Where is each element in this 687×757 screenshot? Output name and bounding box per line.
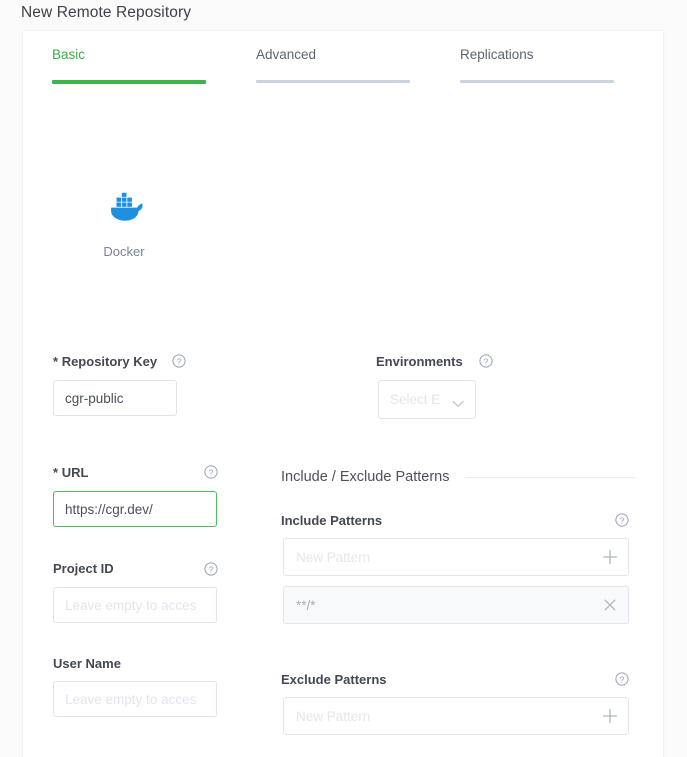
tab-replications-underline	[460, 80, 614, 83]
repository-key-label-text: Repository Key	[61, 354, 158, 369]
repository-key-input[interactable]	[53, 380, 177, 416]
required-marker: *	[53, 354, 59, 369]
tab-basic-label: Basic	[52, 47, 86, 62]
help-circle-icon[interactable]: ?	[172, 354, 186, 368]
user-name-input[interactable]	[53, 681, 217, 717]
required-marker: *	[53, 465, 59, 480]
plus-icon[interactable]	[601, 548, 619, 566]
include-patterns-label: Include Patterns	[281, 513, 383, 528]
include-pattern-new-input[interactable]	[284, 539, 584, 575]
tab-replications-label: Replications	[460, 47, 534, 62]
patterns-section-title: Include / Exclude Patterns	[281, 469, 450, 485]
exclude-pattern-new-input[interactable]	[284, 698, 584, 734]
page-title: New Remote Repository	[21, 4, 192, 21]
svg-text:?: ?	[620, 515, 625, 525]
exclude-patterns-label: Exclude Patterns	[281, 672, 387, 687]
svg-text:?: ?	[209, 564, 214, 574]
tab-advanced-underline	[256, 80, 410, 83]
svg-text:?: ?	[209, 467, 214, 477]
environments-label: Environments	[376, 354, 463, 369]
help-circle-icon[interactable]: ?	[204, 465, 218, 479]
svg-text:?: ?	[177, 356, 182, 366]
help-circle-icon[interactable]: ?	[479, 354, 493, 368]
help-circle-icon[interactable]: ?	[615, 672, 629, 686]
tab-advanced[interactable]: Advanced	[231, 47, 435, 84]
patterns-section-header: Include / Exclude Patterns	[281, 469, 635, 485]
help-circle-icon[interactable]: ?	[204, 562, 218, 576]
package-type-label: Docker	[103, 244, 145, 259]
environments-select[interactable]: Select E	[378, 380, 476, 419]
include-pattern-item-row	[283, 586, 629, 624]
url-label: * URL	[53, 465, 88, 480]
section-divider	[465, 476, 635, 478]
include-pattern-new-row	[283, 538, 629, 576]
tab-bar: Basic Advanced Replications	[27, 47, 639, 84]
chevron-down-icon	[452, 395, 464, 413]
svg-text:?: ?	[620, 674, 625, 684]
package-type-docker[interactable]: Docker	[102, 188, 146, 259]
tab-basic-underline	[52, 80, 206, 84]
exclude-pattern-new-row	[283, 697, 629, 735]
project-id-label: Project ID	[53, 561, 114, 576]
tab-replications[interactable]: Replications	[435, 47, 639, 84]
docker-whale-icon	[102, 188, 146, 231]
environments-select-placeholder: Select E	[390, 392, 441, 407]
tab-advanced-label: Advanced	[256, 47, 317, 62]
url-input[interactable]	[53, 491, 217, 527]
help-circle-icon[interactable]: ?	[615, 513, 629, 527]
close-icon[interactable]	[601, 596, 619, 614]
project-id-input[interactable]	[53, 587, 217, 623]
tab-basic[interactable]: Basic	[27, 47, 231, 84]
svg-text:?: ?	[484, 356, 489, 366]
user-name-label: User Name	[53, 656, 121, 671]
plus-icon[interactable]	[601, 707, 619, 725]
repository-key-label: * Repository Key	[53, 354, 157, 369]
include-pattern-item-input[interactable]	[284, 587, 584, 623]
url-label-text: URL	[61, 465, 89, 480]
